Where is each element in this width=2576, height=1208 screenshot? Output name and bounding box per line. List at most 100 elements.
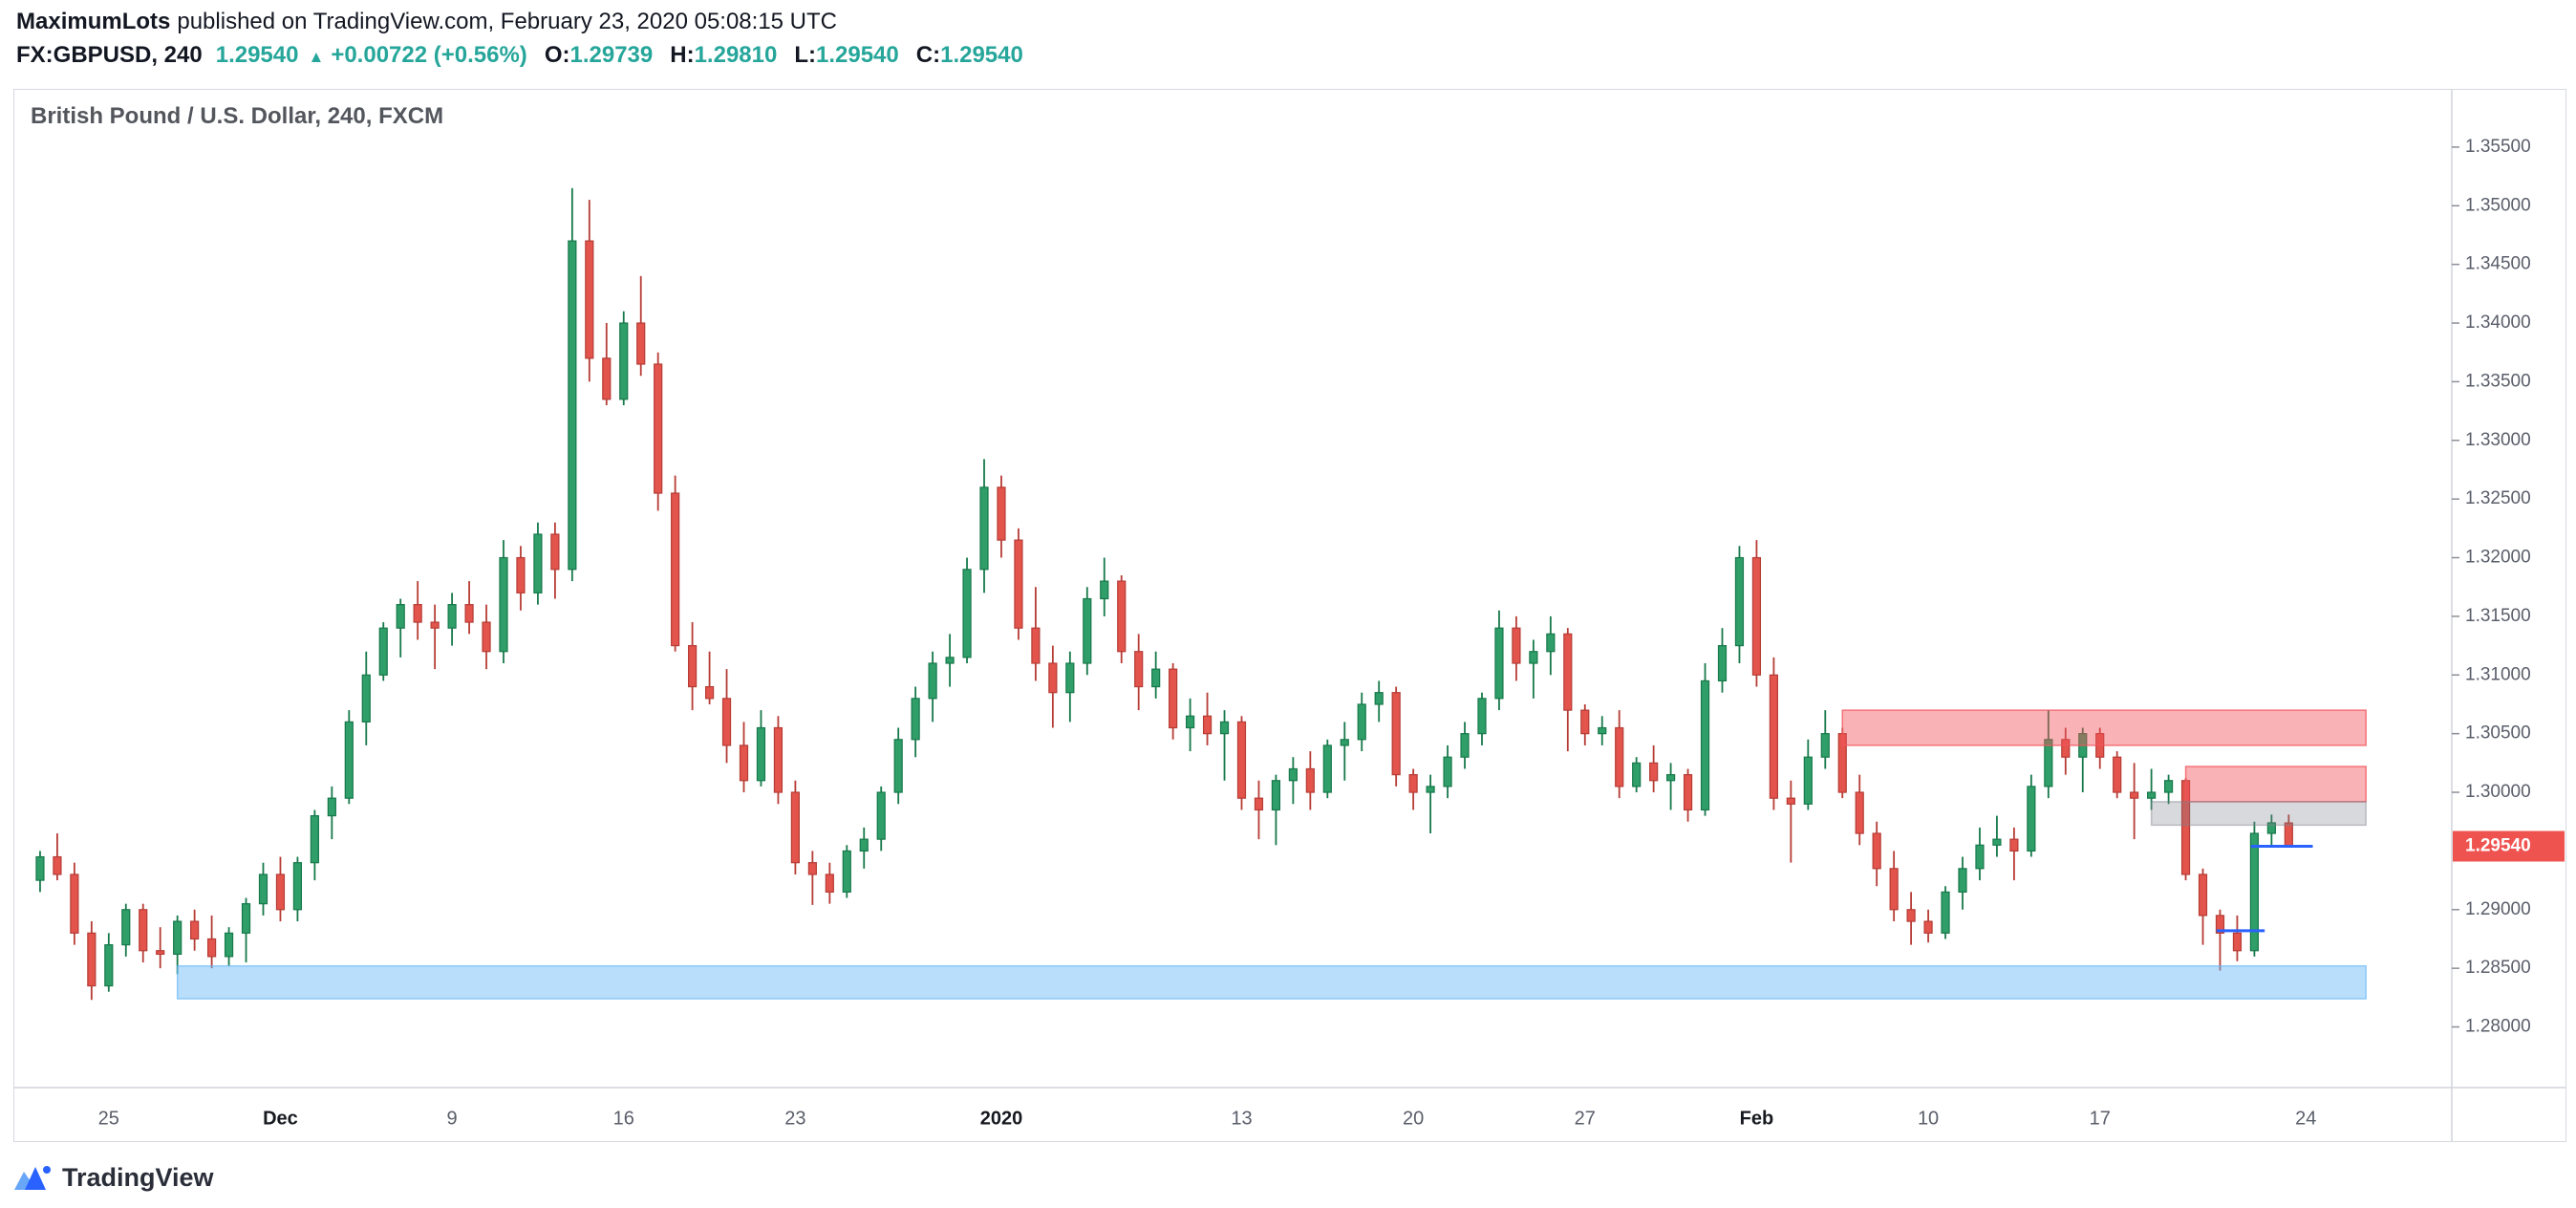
candle [1185, 715, 1195, 729]
candle [1529, 651, 1538, 664]
candle [1236, 721, 1247, 799]
candle [1048, 662, 1058, 694]
candles-layer [35, 187, 2293, 1001]
candle [1443, 756, 1452, 787]
candle [1786, 797, 1795, 805]
candle [53, 855, 62, 875]
candle [378, 627, 388, 676]
candle [2215, 915, 2225, 934]
price-axis-label: 1.28000 [2465, 1017, 2531, 1037]
candle [35, 855, 45, 881]
candle [1340, 739, 1349, 746]
candle [241, 903, 251, 934]
candle [1717, 644, 1728, 682]
candle [654, 363, 663, 494]
time-axis-label: Feb [1740, 1108, 1774, 1129]
last-price-value: 1.29540 [215, 42, 299, 68]
candle [997, 486, 1006, 541]
candle [1117, 580, 1127, 653]
tradingview-logo[interactable] [13, 1163, 54, 1192]
time-axis-label: Dec [263, 1108, 298, 1129]
candle [1391, 692, 1401, 776]
candle [327, 797, 336, 817]
candle [464, 604, 474, 623]
candle [756, 726, 766, 782]
candle [361, 674, 371, 723]
demand-zone [176, 964, 2367, 1000]
supply-zone-lower [2184, 766, 2367, 803]
time-axis-label: 20 [1403, 1108, 1424, 1129]
zones-layer [176, 709, 2367, 1000]
candle [790, 791, 800, 864]
candle [550, 533, 560, 571]
symbol-title: FX:GBPUSD, 240 [16, 42, 203, 68]
open-label: O: [544, 42, 570, 68]
candle [2061, 739, 2071, 758]
candle [1202, 715, 1213, 735]
price-axis-label: 1.35500 [2465, 137, 2531, 157]
candle [1031, 627, 1041, 664]
price-lines-layer [2216, 845, 2313, 933]
candle [585, 240, 594, 359]
last-price-label-group: 1.29540 [2453, 830, 2565, 862]
candle [206, 938, 217, 958]
candle [1992, 838, 2002, 846]
time-axis-label: 9 [447, 1108, 458, 1129]
close-label: C: [915, 42, 941, 68]
candle [1683, 774, 1693, 811]
candle [1923, 920, 1933, 934]
candle [499, 556, 508, 653]
candle [2009, 838, 2019, 852]
candle [1615, 726, 1624, 787]
candle [1151, 668, 1161, 688]
footer: TradingView [13, 1158, 214, 1197]
candle [1426, 786, 1435, 793]
candle [1408, 774, 1418, 793]
candle [1305, 767, 1315, 793]
candle [893, 739, 903, 793]
price-axis-label: 1.31000 [2465, 664, 2531, 684]
candle [721, 698, 732, 746]
price-axis-label: 1.34000 [2465, 313, 2531, 333]
time-axis-label: 13 [1231, 1108, 1252, 1129]
candle [1563, 633, 1573, 711]
candle [928, 662, 937, 700]
price-axis-label: 1.33000 [2465, 430, 2531, 450]
candle [945, 657, 955, 664]
header: MaximumLots published on TradingView.com,… [16, 8, 1023, 72]
candle [292, 862, 303, 911]
candle [396, 604, 405, 629]
candle [2147, 791, 2157, 799]
time-axis-labels: 25 Dec 9 16 23 2020 13 20 27 Feb 10 17 24 [98, 1108, 2317, 1129]
candle [1546, 633, 1556, 653]
candle [2044, 739, 2053, 787]
candle [619, 322, 629, 400]
candle [1734, 556, 1745, 647]
high-label: H: [670, 42, 695, 68]
time-axis-label: 27 [1575, 1108, 1596, 1129]
candle [1649, 762, 1659, 782]
low-value: L:1.29540 [794, 41, 898, 70]
tradingview-logo-icon [14, 1166, 51, 1190]
candle [1580, 709, 1590, 735]
chart-legend: British Pound / U.S. Dollar, 240, FXCM [31, 103, 444, 129]
candle [2113, 756, 2122, 793]
price-axis-label: 1.34500 [2465, 254, 2531, 274]
candle [1374, 692, 1384, 705]
candle [447, 604, 457, 629]
candle [911, 698, 920, 741]
candle [1889, 868, 1899, 911]
last-price-axis-label-text: 1.29540 [2465, 836, 2531, 856]
candle [2027, 786, 2036, 852]
candle [807, 862, 817, 875]
candle [704, 685, 715, 700]
supply-zone-upper [1841, 709, 2367, 746]
price-axis-label: 1.28500 [2465, 958, 2531, 978]
price-axis-label: 1.33500 [2465, 371, 2531, 391]
candle [2249, 832, 2260, 952]
neutral-zone [2150, 801, 2367, 827]
candle [190, 920, 200, 940]
candle [275, 874, 286, 911]
candle [1820, 733, 1830, 758]
